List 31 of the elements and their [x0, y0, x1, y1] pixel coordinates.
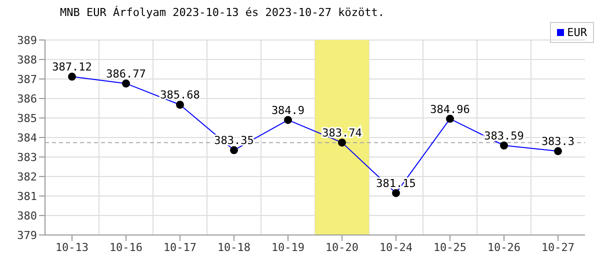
- y-tick-label: 379: [17, 228, 37, 242]
- x-tick-label: 10-25: [433, 240, 467, 254]
- data-label: 383.74: [322, 126, 362, 140]
- y-tick-label: 387: [17, 72, 37, 86]
- x-tick-label: 10-19: [271, 240, 305, 254]
- y-tick-label: 383: [17, 150, 37, 164]
- data-label: 383.3: [541, 135, 575, 148]
- y-tick-label: 380: [17, 209, 37, 222]
- chart-title: MNB EUR Árfolyam 2023-10-13 és 2023-10-27 között.: [60, 6, 385, 19]
- y-tick-label: 384: [17, 131, 38, 144]
- x-tick-label: 10-13: [55, 240, 89, 254]
- x-tick-label: 10-20: [325, 240, 359, 254]
- data-label: 386.77: [106, 67, 146, 80]
- data-label: 385.68: [160, 88, 200, 102]
- data-label: 384.9: [271, 104, 305, 117]
- y-tick-label: 381: [17, 190, 37, 203]
- data-label: 383.59: [484, 129, 524, 142]
- legend-label: EUR: [567, 26, 587, 39]
- x-tick-label: 10-17: [163, 240, 197, 254]
- x-tick-label: 10-24: [379, 240, 413, 254]
- y-tick-label: 388: [17, 53, 37, 66]
- y-tick-label: 386: [17, 92, 37, 106]
- x-tick-label: 10-27: [541, 240, 575, 254]
- x-tick-label: 10-26: [487, 240, 521, 254]
- y-tick-label: 385: [17, 112, 37, 125]
- data-label: 384.96: [430, 102, 470, 116]
- x-tick-label: 10-16: [109, 240, 143, 254]
- y-tick-label: 389: [17, 34, 37, 47]
- y-tick-label: 382: [17, 170, 37, 184]
- data-label: 387.12: [52, 60, 92, 74]
- x-tick-label: 10-18: [217, 240, 251, 254]
